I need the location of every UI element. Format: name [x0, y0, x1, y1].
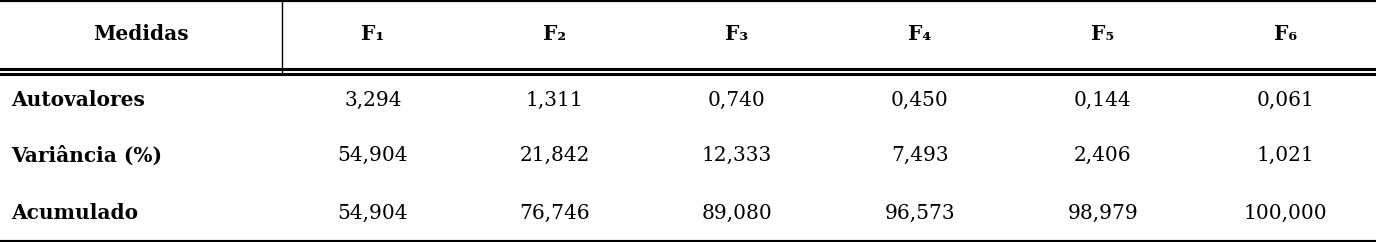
Text: 3,294: 3,294	[344, 91, 402, 110]
Text: Autovalores: Autovalores	[11, 91, 144, 110]
Text: 98,979: 98,979	[1068, 204, 1138, 223]
Text: F₂: F₂	[544, 24, 566, 45]
Text: F₁: F₁	[362, 24, 384, 45]
Text: Medidas: Medidas	[94, 24, 189, 45]
Text: 0,450: 0,450	[892, 91, 948, 110]
Text: 0,740: 0,740	[709, 91, 765, 110]
Text: 96,573: 96,573	[885, 204, 955, 223]
Text: Variância (%): Variância (%)	[11, 145, 162, 166]
Text: 0,061: 0,061	[1256, 91, 1314, 110]
Text: 100,000: 100,000	[1244, 204, 1326, 223]
Text: 1,311: 1,311	[526, 91, 583, 110]
Text: 76,746: 76,746	[519, 204, 590, 223]
Text: F₄: F₄	[908, 24, 932, 45]
Text: 21,842: 21,842	[519, 146, 590, 165]
Text: 1,021: 1,021	[1256, 146, 1314, 165]
Text: 54,904: 54,904	[337, 204, 409, 223]
Text: Acumulado: Acumulado	[11, 203, 138, 223]
Text: 12,333: 12,333	[702, 146, 772, 165]
Text: 7,493: 7,493	[892, 146, 948, 165]
Text: F₅: F₅	[1091, 24, 1115, 45]
Text: 2,406: 2,406	[1075, 146, 1131, 165]
Text: F₆: F₆	[1274, 24, 1296, 45]
Text: 54,904: 54,904	[337, 146, 409, 165]
Text: F₃: F₃	[725, 24, 749, 45]
Text: 0,144: 0,144	[1075, 91, 1131, 110]
Text: 89,080: 89,080	[702, 204, 772, 223]
